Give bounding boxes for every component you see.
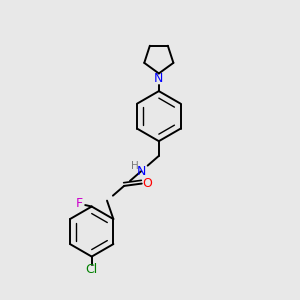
- Text: F: F: [76, 197, 83, 210]
- Text: O: O: [142, 177, 152, 190]
- Text: N: N: [136, 165, 146, 178]
- Text: N: N: [154, 72, 164, 85]
- Text: H: H: [131, 161, 139, 171]
- Text: Cl: Cl: [85, 263, 98, 276]
